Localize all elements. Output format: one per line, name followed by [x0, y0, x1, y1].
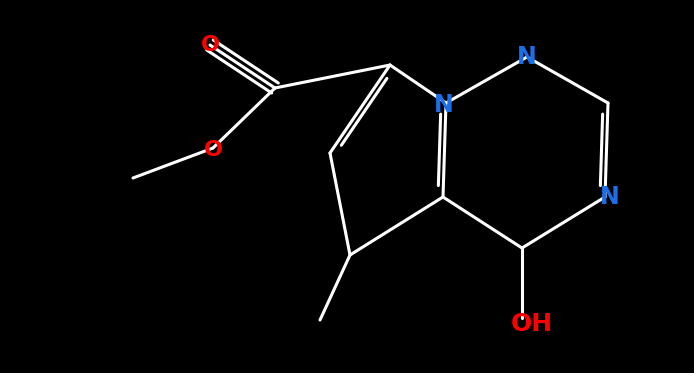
- Text: O: O: [201, 35, 219, 55]
- Text: OH: OH: [511, 312, 553, 336]
- Text: N: N: [517, 45, 537, 69]
- Text: O: O: [203, 140, 223, 160]
- Text: N: N: [600, 185, 620, 209]
- Text: N: N: [434, 93, 454, 117]
